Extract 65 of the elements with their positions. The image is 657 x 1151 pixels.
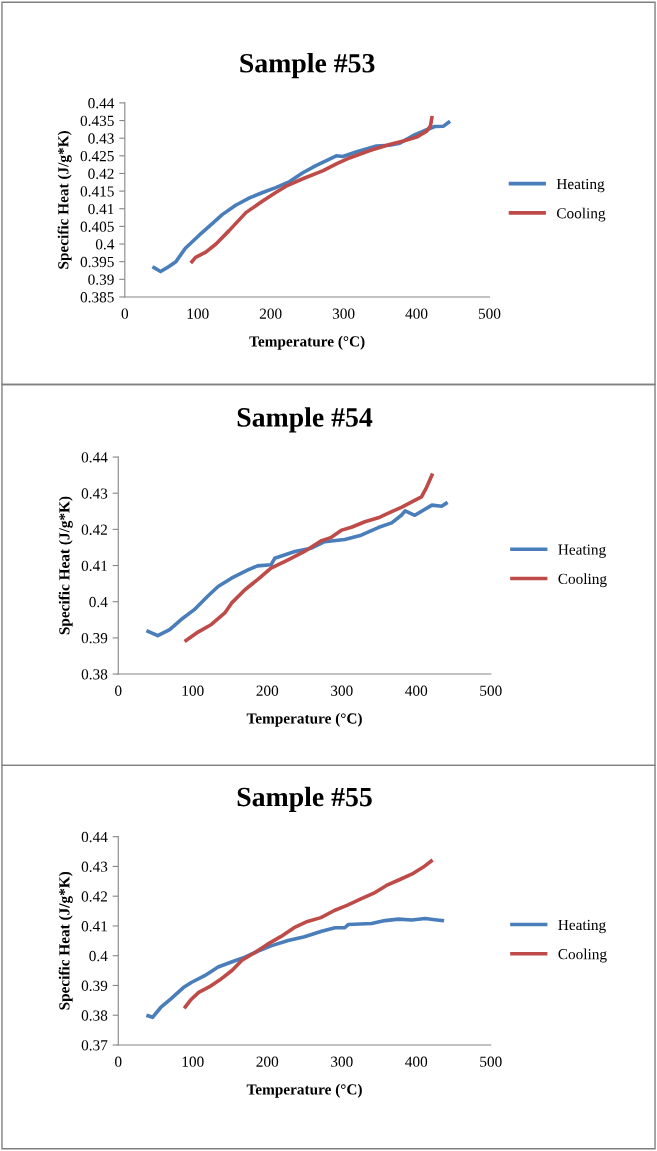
legend-label: Cooling bbox=[558, 948, 607, 963]
x-tick-label: 0 bbox=[115, 685, 122, 696]
y-tick-label: 0.38 bbox=[81, 1010, 108, 1021]
x-axis-title: Temperature (°C) bbox=[246, 1083, 362, 1098]
legend-label: Cooling bbox=[556, 207, 606, 222]
y-tick-label: 0.43 bbox=[88, 133, 114, 144]
chart-title: Sample #53 bbox=[240, 53, 375, 79]
line-series bbox=[184, 473, 434, 643]
y-axis-title: Specific Heat (J/g*K) bbox=[58, 871, 73, 1010]
y-tick-label: 0.42 bbox=[81, 891, 107, 902]
y-tick-label: 0.39 bbox=[88, 274, 114, 285]
y-tick-label: 0.43 bbox=[81, 861, 108, 872]
y-tick-label: 0.4 bbox=[89, 596, 108, 608]
y-tick-label: 0.44 bbox=[88, 98, 115, 109]
y-tick-label: 0.37 bbox=[81, 1040, 108, 1051]
y-tick-label: 0.39 bbox=[81, 980, 108, 991]
x-tick-label: 500 bbox=[478, 308, 501, 319]
x-tick-label: 500 bbox=[480, 1056, 502, 1067]
y-tick-label: 0.4 bbox=[95, 239, 115, 250]
x-tick-label: 300 bbox=[331, 685, 353, 696]
x-tick-label: 300 bbox=[331, 1056, 353, 1067]
y-tick-label: 0.385 bbox=[80, 292, 114, 303]
legend-label: Heating bbox=[556, 178, 605, 193]
x-axis-title: Temperature (°C) bbox=[246, 712, 362, 727]
y-tick-label: 0.44 bbox=[81, 452, 108, 463]
y-tick-label: 0.435 bbox=[80, 115, 114, 127]
chart-title: Sample #54 bbox=[237, 407, 373, 433]
chart-title: Sample #55 bbox=[237, 786, 372, 813]
y-tick-label: 0.405 bbox=[80, 221, 114, 232]
x-tick-label: 400 bbox=[405, 1056, 428, 1067]
x-tick-label: 300 bbox=[332, 308, 355, 319]
x-tick-label: 100 bbox=[182, 1056, 204, 1067]
x-tick-label: 200 bbox=[259, 308, 282, 319]
y-tick-label: 0.41 bbox=[88, 203, 114, 215]
line-series bbox=[146, 501, 448, 638]
legend-label: Cooling bbox=[558, 573, 607, 588]
x-tick-label: 0 bbox=[121, 308, 129, 319]
x-tick-label: 400 bbox=[405, 308, 428, 319]
line-series bbox=[190, 115, 434, 264]
legend-label: Heating bbox=[558, 544, 606, 558]
y-tick-label: 0.43 bbox=[81, 488, 108, 499]
x-tick-label: 0 bbox=[115, 1056, 122, 1067]
legend-label: Heating bbox=[558, 919, 606, 934]
y-tick-label: 0.41 bbox=[81, 921, 107, 932]
y-tick-label: 0.4 bbox=[89, 950, 108, 962]
x-tick-label: 200 bbox=[256, 685, 279, 696]
y-tick-label: 0.41 bbox=[81, 560, 107, 572]
x-tick-label: 100 bbox=[182, 685, 204, 696]
x-tick-label: 200 bbox=[256, 1056, 279, 1067]
y-tick-label: 0.39 bbox=[81, 633, 108, 644]
y-axis-title: Specific Heat (J/g*K) bbox=[58, 496, 73, 635]
y-tick-label: 0.44 bbox=[81, 831, 108, 843]
x-axis-title: Temperature (°C) bbox=[249, 335, 365, 350]
y-tick-label: 0.395 bbox=[80, 256, 114, 268]
y-tick-label: 0.425 bbox=[80, 150, 114, 162]
y-tick-label: 0.42 bbox=[88, 168, 114, 179]
line-series bbox=[183, 859, 433, 1009]
y-tick-label: 0.42 bbox=[81, 524, 107, 535]
x-tick-label: 100 bbox=[187, 308, 209, 319]
y-axis-title: Specific Heat (J/g*K) bbox=[57, 131, 72, 269]
x-tick-label: 500 bbox=[480, 685, 502, 696]
line-series bbox=[146, 916, 445, 1020]
y-tick-label: 0.415 bbox=[80, 186, 114, 197]
x-tick-label: 400 bbox=[405, 685, 428, 696]
y-tick-label: 0.38 bbox=[81, 669, 108, 680]
